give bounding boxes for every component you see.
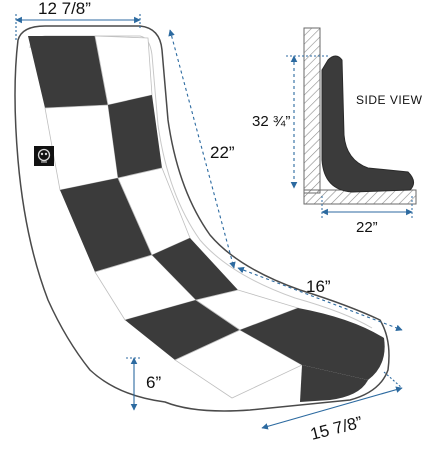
bottom-width-tick-right [383,371,403,389]
back-panel-dark-1 [28,36,108,108]
back-length-label: 22” [210,143,235,162]
seat-depth-label: 16” [306,277,331,296]
logo-badge [34,146,54,166]
side-height-label: 32 ¾” [252,113,290,130]
bottom-width-label: 15 7/8” [308,413,364,444]
bottom-width-line [261,386,403,430]
skull-logo-icon [37,148,51,163]
side-view-label: SIDE VIEW [356,93,423,107]
base-height-label: 6” [146,373,161,392]
side-depth-label: 22” [356,219,378,236]
dimension-lines [15,14,403,430]
back-panel-dark-3 [60,178,152,272]
back-length-line [168,29,236,269]
top-width-label: 12 7/8” [38,0,91,18]
side-view [286,27,417,218]
side-view-chair-profile [321,55,414,193]
back-panel-dark-2 [108,95,162,178]
seat-depth-line [237,267,403,331]
seat-panel-dark-1 [125,300,240,360]
side-view-wall [303,27,321,194]
